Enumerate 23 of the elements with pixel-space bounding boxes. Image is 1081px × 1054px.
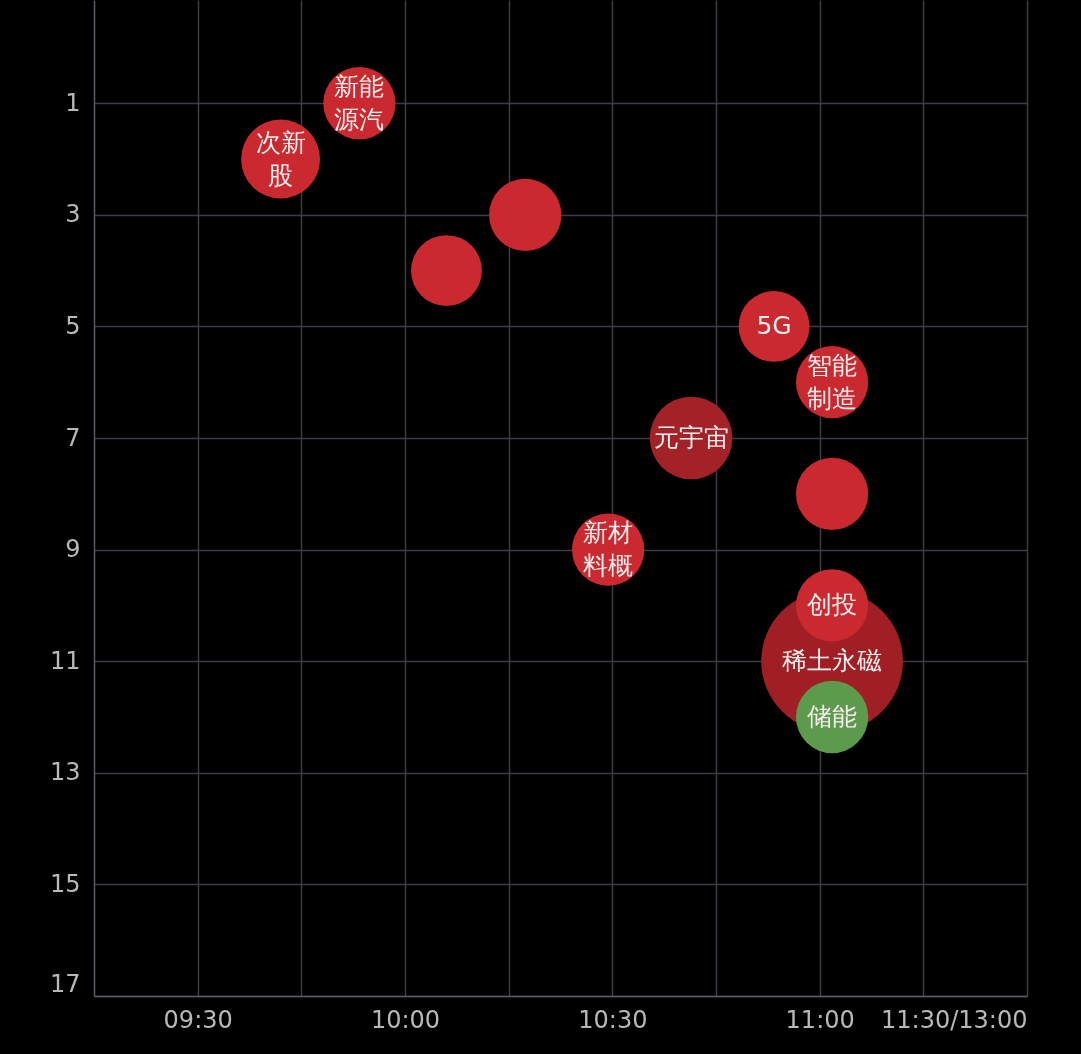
- y-tick-label: 17: [49, 969, 81, 998]
- annotation: 稀土永磁: [782, 646, 883, 676]
- x-tick-label: 10:00: [370, 1005, 441, 1034]
- y-tick-label: 5: [65, 311, 81, 340]
- y-tick-label: 3: [65, 200, 81, 229]
- x-tick-label: 09:30: [163, 1005, 233, 1034]
- annotation: 5G: [756, 311, 792, 341]
- y-tick-label: 9: [65, 535, 81, 564]
- x-tick-label: 11:30/13:00: [881, 1005, 1028, 1034]
- annotation: 智能制造: [807, 350, 858, 413]
- x-tick-label: 11:00: [785, 1005, 855, 1034]
- annotation: 创投: [807, 590, 858, 620]
- y-tick-label: 7: [65, 423, 81, 452]
- y-tick-label: 13: [49, 758, 81, 787]
- y-tick-label: 11: [49, 646, 81, 675]
- annotation: 元宇宙: [653, 423, 729, 453]
- y-tick-label: 1: [65, 88, 81, 117]
- x-tick-label: 10:30: [578, 1005, 648, 1034]
- annotation: 新材料概: [583, 518, 634, 581]
- annotation: 次新股: [255, 127, 306, 190]
- y-tick-label: 15: [49, 869, 81, 898]
- annotation: 储能: [807, 702, 858, 732]
- annotation: 新能源汽: [334, 71, 385, 134]
